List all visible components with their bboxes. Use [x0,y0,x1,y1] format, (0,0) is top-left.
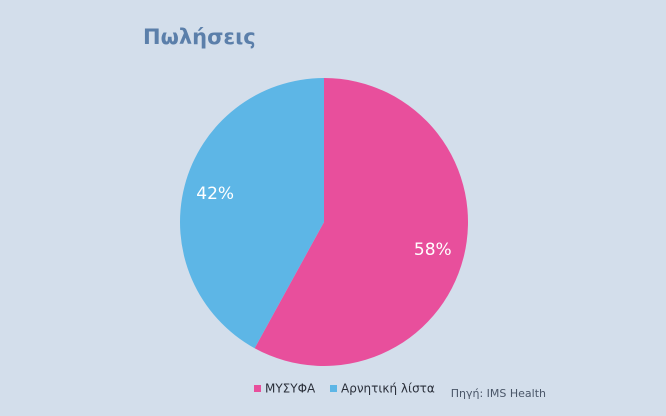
legend-swatch [254,385,261,392]
legend-label: ΜΥΣΥΦΑ [265,382,316,396]
pie-slice [179,78,324,349]
data-label: 58% [414,240,452,260]
data-label: 42% [196,184,234,204]
legend-swatch [330,385,337,392]
pie-slice [254,78,468,366]
legend-label: Αρνητική λίστα [341,382,435,396]
chart-title: Πωλήσεις [143,25,256,49]
source-note: Πηγή: IMS Health [451,387,546,400]
